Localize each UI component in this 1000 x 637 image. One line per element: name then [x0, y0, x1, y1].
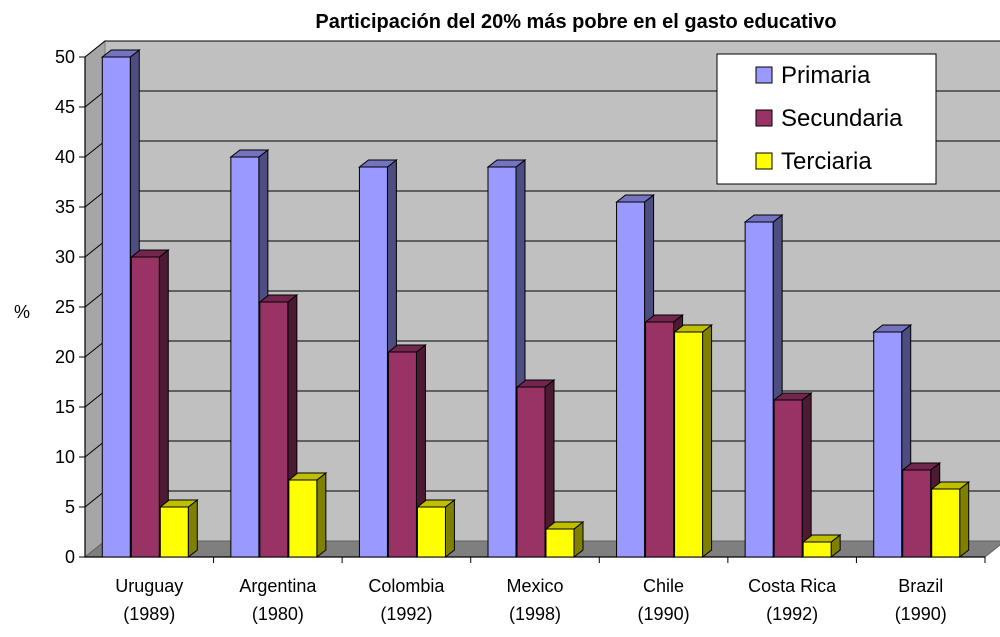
x-axis-ticks: Uruguay (1989) Argentina (1980) Colombia (199…: [115, 557, 986, 624]
legend-swatch: [755, 66, 773, 84]
bar-terciaria: [287, 471, 328, 559]
legend-label: Primaria: [781, 62, 871, 89]
x-tick-label: Costa Rica (1992): [748, 576, 837, 624]
legend-box: [716, 53, 937, 185]
y-tick-label: 45: [55, 97, 75, 117]
y-tick-label: 35: [55, 197, 75, 217]
bar-primaria: [100, 48, 141, 559]
bar-primaria: [486, 158, 527, 559]
bar-terciaria: [930, 480, 971, 559]
x-tick-label: Colombia (1992): [368, 576, 445, 624]
bars: [100, 48, 971, 559]
x-tick-label: Brazil (1990): [895, 576, 947, 624]
bar-terciaria: [158, 498, 199, 559]
y-axis-ticks: 0 5 10 15 20 25 30 35 40 45 50: [55, 47, 85, 567]
y-tick-label: 25: [55, 297, 75, 317]
y-tick-label: 40: [55, 147, 75, 167]
bar-secundaria: [772, 391, 813, 559]
y-tick-label: 50: [55, 47, 75, 67]
y-tick-label: 15: [55, 397, 75, 417]
bar-primaria: [615, 193, 656, 559]
bar-secundaria: [515, 378, 556, 559]
bar-terciaria: [415, 498, 456, 559]
gridline: [84, 40, 1000, 58]
bar-terciaria: [801, 533, 842, 559]
x-tick-label: Argentina (1980): [239, 576, 317, 624]
y-tick-label: 10: [55, 447, 75, 467]
bar-secundaria: [129, 248, 170, 559]
x-tick-label: Uruguay (1989): [115, 576, 183, 624]
y-axis-label: %: [14, 302, 30, 322]
legend-swatch: [755, 152, 773, 170]
chart-title: Participación del 20% más pobre en el ga…: [315, 11, 836, 33]
y-tick-label: 30: [55, 247, 75, 267]
y-tick-label: 20: [55, 347, 75, 367]
x-tick-label: Chile (1990): [638, 576, 690, 624]
x-tick-label: Mexico (1998): [506, 576, 563, 624]
bar-secundaria: [386, 343, 427, 559]
bar-primaria: [872, 323, 913, 559]
y-tick-label: 5: [65, 497, 75, 517]
bar-terciaria: [544, 520, 585, 559]
legend: Primaria Secundaria Terciaria: [716, 53, 937, 185]
legend-label: Secundaria: [781, 105, 903, 132]
bar-terciaria: [673, 323, 714, 559]
y-tick-label: 0: [65, 547, 75, 567]
legend-swatch: [755, 109, 773, 127]
legend-label: Terciaria: [781, 148, 872, 175]
